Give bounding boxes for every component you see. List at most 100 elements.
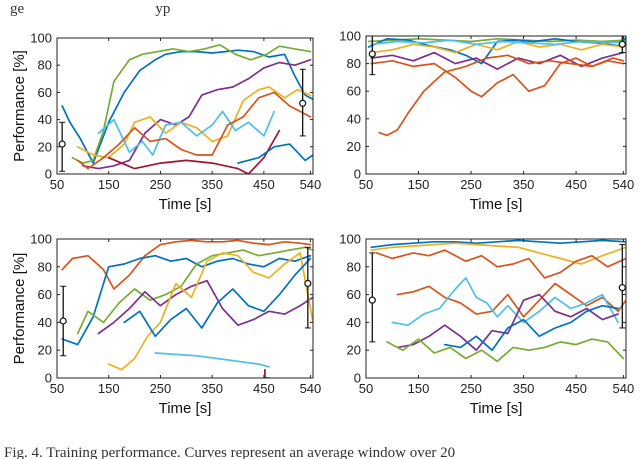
x-tick-label: 50 (359, 177, 373, 192)
x-tick-label: 250 (150, 381, 172, 396)
series-line-lightblue (370, 39, 626, 46)
chart-panel-bottom-right: 50 150 250 350 450 540 0 20 40 60 80 100 Time [s] (339, 232, 634, 418)
series-line-orange2 (396, 282, 626, 318)
x-tick-label: 540 (300, 177, 322, 192)
series-line-blue2 (123, 257, 312, 338)
errorbar-mean-marker (368, 50, 376, 58)
y-tick-label: 100 (30, 232, 52, 247)
y-axis-label: Performance [%] (11, 50, 28, 162)
series-group (367, 36, 626, 137)
x-tick-label: 150 (408, 177, 430, 192)
series-line-lightblue (391, 277, 619, 327)
y-tick-label: 40 (347, 111, 361, 126)
series-group (370, 239, 626, 363)
y-tick-label: 80 (38, 58, 52, 73)
series-line-yellow (76, 86, 312, 159)
series-line-yellow (370, 242, 626, 265)
x-tick-label: 450 (253, 177, 275, 192)
series-line-green (386, 338, 625, 363)
y-tick-label: 20 (38, 343, 52, 358)
y-tick-label: 20 (347, 343, 361, 358)
y-tick-label: 100 (339, 232, 361, 247)
x-axis-label: Time [s] (470, 196, 523, 213)
series-line-orange (61, 239, 312, 290)
x-tick-label: 350 (201, 381, 223, 396)
axes-box (365, 35, 627, 175)
series-group (61, 239, 313, 378)
errorbar-mean-marker (58, 140, 66, 148)
series-line-green (71, 43, 312, 164)
series-line-purple (396, 293, 619, 352)
y-tick-label: 60 (38, 287, 52, 302)
series-line-blue (370, 239, 626, 249)
series-line-blue2 (237, 143, 313, 164)
chart-panel-top-left: 50 150 250 350 450 540 0 20 40 60 80 100 Time [s] Per… (11, 31, 321, 214)
x-tick-label: 50 (359, 381, 373, 396)
x-tick-label: 450 (565, 177, 587, 192)
y-tick-label: 80 (347, 259, 361, 274)
x-tick-label: 50 (50, 381, 64, 396)
y-tick-label: 0 (354, 167, 361, 182)
y-tick-label: 20 (347, 139, 361, 154)
y-tick-label: 60 (347, 287, 361, 302)
errorbar-mean-marker (304, 279, 312, 288)
y-tick-label: 60 (38, 85, 52, 100)
errorbar-mean-marker (618, 284, 626, 292)
series-line-lightblue (97, 110, 276, 156)
series-line-purple (370, 51, 625, 70)
series-line-green (367, 37, 626, 43)
x-tick-label: 150 (98, 381, 120, 396)
y-axis-label: Performance [%] (11, 253, 28, 365)
y-tick-label: 20 (38, 139, 52, 154)
series-line-red (107, 129, 281, 174)
errorbar-mean-marker (368, 296, 376, 304)
y-tick-label: 0 (45, 371, 52, 386)
x-tick-label: 150 (408, 381, 430, 396)
series-line-orange (76, 91, 312, 170)
series-line-yellow (370, 40, 625, 54)
series-line-green (76, 246, 313, 335)
y-tick-label: 100 (339, 29, 361, 44)
series-line-orange (375, 249, 626, 279)
y-tick-label: 60 (347, 84, 361, 99)
axes-box (365, 238, 627, 379)
x-tick-label: 350 (201, 177, 223, 192)
y-tick-label: 0 (354, 371, 361, 386)
figure-caption: Fig. 4. Training performance. Curves rep… (4, 445, 455, 459)
y-tick-label: 80 (347, 56, 361, 71)
axes-box (56, 238, 314, 379)
x-axis-label: Time [s] (159, 400, 212, 417)
x-tick-label: 540 (300, 381, 322, 396)
x-axis-label: Time [s] (470, 400, 523, 417)
y-tick-label: 40 (38, 112, 52, 127)
y-tick-label: 40 (38, 315, 52, 330)
series-line-lightblue (154, 352, 270, 368)
series-line-orange2 (378, 54, 625, 137)
y-tick-label: 80 (38, 259, 52, 274)
x-tick-label: 50 (50, 177, 64, 192)
x-tick-label: 250 (460, 177, 482, 192)
series-line-orange (370, 57, 625, 98)
errorbar-mean-marker (59, 317, 67, 325)
x-tick-label: 540 (613, 177, 635, 192)
errorbar-mean-marker (618, 40, 626, 48)
errorbar-mean-marker (299, 99, 307, 107)
x-tick-label: 540 (613, 381, 635, 396)
x-tick-label: 150 (98, 177, 120, 192)
x-tick-label: 350 (513, 381, 535, 396)
x-tick-label: 250 (460, 381, 482, 396)
series-line-blue (61, 254, 312, 346)
x-tick-label: 450 (565, 381, 587, 396)
x-tick-label: 450 (253, 381, 275, 396)
header-text-fragment: ge yp (10, 1, 170, 17)
x-tick-label: 350 (513, 177, 535, 192)
x-tick-label: 250 (150, 177, 172, 192)
series-line-yellow (107, 252, 313, 371)
series-line-red (264, 368, 270, 378)
chart-panel-top-right: 50 150 250 350 450 540 0 20 40 60 80 100 Time [s] (339, 29, 634, 214)
chart-panel-bottom-left: 50 150 250 350 450 540 0 20 40 60 80 100 Time [s] Per… (11, 232, 321, 418)
series-line-purple (97, 279, 313, 335)
y-tick-label: 100 (30, 31, 52, 46)
y-tick-label: 0 (45, 167, 52, 182)
